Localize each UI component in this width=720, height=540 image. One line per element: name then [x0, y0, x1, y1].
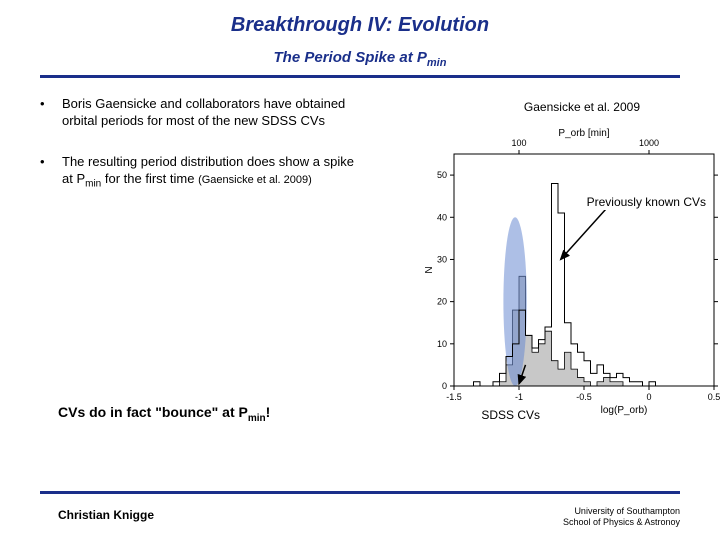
svg-text:40: 40: [437, 212, 447, 222]
annotation-previously-known: Previously known CVs: [585, 194, 708, 210]
conclusion-a: CVs do in fact "bounce" at P: [58, 404, 248, 420]
footer-author: Christian Knigge: [58, 508, 154, 522]
svg-text:0: 0: [646, 392, 651, 402]
svg-text:N: N: [424, 266, 435, 273]
bullet-item: • Boris Gaensicke and collaborators have…: [40, 96, 365, 130]
page-title: Breakthrough IV: Evolution: [0, 0, 720, 37]
conclusion-sub: min: [248, 413, 266, 424]
svg-text:0.5: 0.5: [708, 392, 720, 402]
svg-text:-0.5: -0.5: [576, 392, 592, 402]
bullet-cite: (Gaensicke et al. 2009): [198, 174, 312, 186]
content-area: • Boris Gaensicke and collaborators have…: [0, 78, 720, 214]
svg-text:30: 30: [437, 254, 447, 264]
bullet-marker: •: [40, 96, 62, 130]
annotation-sdss: SDSS CVs: [481, 408, 540, 422]
figure-citation: Gaensicke et al. 2009: [524, 100, 640, 114]
bullet-marker: •: [40, 154, 62, 190]
subtitle-sub: min: [427, 57, 447, 69]
svg-text:20: 20: [437, 297, 447, 307]
bullet-list: • Boris Gaensicke and collaborators have…: [40, 96, 365, 214]
conclusion-b: !: [266, 404, 271, 420]
svg-text:-1: -1: [515, 392, 523, 402]
footer-affiliation-1: University of Southampton: [563, 506, 680, 517]
bullet-text: Boris Gaensicke and collaborators have o…: [62, 96, 365, 130]
bullet-text-sub: min: [85, 178, 101, 189]
subtitle-prefix: The Period Spike at P: [274, 49, 427, 66]
conclusion-text: CVs do in fact "bounce" at Pmin!: [58, 404, 270, 424]
bullet-item: • The resulting period distribution does…: [40, 154, 365, 190]
footer-affiliation-2: School of Physics & Astronoy: [563, 517, 680, 528]
footer-affiliation: University of Southampton School of Phys…: [563, 506, 680, 528]
svg-text:50: 50: [437, 170, 447, 180]
svg-text:1000: 1000: [639, 138, 659, 148]
bullet-text-b: for the first time: [101, 171, 198, 186]
period-histogram: 0 10 20 30 40 50 N -1.5 -1 -0.5 0 0.5 log(P_orb) 100 1…: [420, 126, 720, 416]
bullet-text: The resulting period distribution does s…: [62, 154, 365, 190]
svg-text:log(P_orb): log(P_orb): [601, 405, 648, 416]
svg-text:0: 0: [442, 381, 447, 391]
svg-text:10: 10: [437, 339, 447, 349]
svg-text:-1.5: -1.5: [446, 392, 462, 402]
svg-text:P_orb [min]: P_orb [min]: [558, 128, 609, 139]
divider-bottom: [40, 491, 680, 494]
page-subtitle: The Period Spike at Pmin: [0, 37, 720, 75]
svg-text:100: 100: [511, 138, 526, 148]
